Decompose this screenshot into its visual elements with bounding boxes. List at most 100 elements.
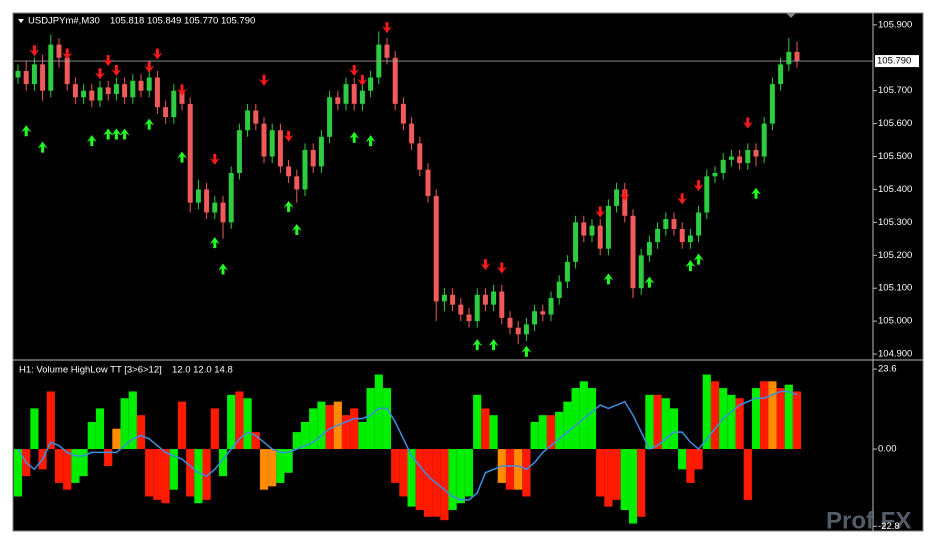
down-arrow <box>283 130 294 142</box>
dropdown-icon[interactable] <box>18 19 24 23</box>
histogram-bar <box>464 449 474 497</box>
candle-body <box>720 159 726 173</box>
histogram-bar <box>235 391 244 450</box>
histogram-bar <box>702 374 711 450</box>
histogram-bar <box>169 449 178 490</box>
histogram-bar <box>259 449 269 490</box>
up-arrow <box>37 141 48 153</box>
histogram-bar <box>276 449 285 483</box>
up-arrow <box>488 339 499 351</box>
histogram-bar <box>341 415 351 450</box>
candle-body <box>769 84 775 124</box>
candle-body <box>277 130 283 167</box>
up-arrow <box>291 223 302 235</box>
candle-body <box>458 304 464 315</box>
candle-body <box>122 84 128 98</box>
histogram-bar <box>46 391 55 450</box>
down-arrow <box>693 180 704 192</box>
candle-body <box>474 294 480 322</box>
histogram-bar <box>325 405 334 450</box>
candle-body <box>212 202 218 213</box>
histogram-bar <box>95 408 105 450</box>
histogram-bar <box>628 449 638 524</box>
candle-body <box>548 298 554 315</box>
histogram-bar <box>579 381 588 450</box>
histogram-bar <box>604 449 613 507</box>
y-tick-label: 105.200 <box>878 250 912 261</box>
histogram-bar <box>382 388 392 450</box>
candle-body <box>15 70 21 78</box>
histogram-bar <box>112 428 121 450</box>
candle-body <box>179 90 185 104</box>
histogram-bar <box>399 449 408 497</box>
candle-body <box>728 156 734 160</box>
candle-body <box>696 212 702 236</box>
up-arrow <box>177 151 187 163</box>
histogram-bar <box>563 401 572 450</box>
candle-body <box>605 205 611 249</box>
histogram-bar <box>54 449 64 483</box>
candle-body <box>146 77 152 91</box>
histogram-bar <box>202 449 211 500</box>
candle-body <box>138 80 144 91</box>
candle-body <box>441 294 447 302</box>
y-tick-label: 105.900 <box>878 19 912 30</box>
candle-body <box>72 84 78 98</box>
histogram-bar <box>300 421 310 450</box>
candle-body <box>97 87 103 101</box>
down-arrow <box>209 153 220 165</box>
candle-body <box>368 77 374 91</box>
candle-body <box>384 44 390 58</box>
histogram-bar <box>292 432 301 450</box>
symbol-title: USDJPYm#,M30 <box>28 16 100 27</box>
histogram-bar <box>571 388 580 450</box>
down-arrow <box>742 117 753 129</box>
candle-body <box>220 202 226 223</box>
candle-body <box>113 84 119 94</box>
histogram-bar <box>251 432 260 450</box>
histogram-bar <box>596 449 605 497</box>
histogram-bar <box>792 391 802 450</box>
up-arrow <box>603 273 614 285</box>
histogram-bar <box>358 421 367 450</box>
histogram-bar <box>727 394 736 450</box>
histogram-bar <box>153 449 162 500</box>
histogram-bar <box>128 391 137 450</box>
candle-body <box>556 281 562 299</box>
histogram-bar <box>587 388 597 450</box>
candle-body <box>56 44 62 58</box>
histogram-bar <box>735 398 744 450</box>
histogram-bar <box>391 449 400 483</box>
up-arrow <box>119 128 130 140</box>
histogram-bar <box>661 398 670 450</box>
histogram-bar <box>161 449 170 504</box>
candle-body <box>540 311 546 315</box>
histogram-bar <box>210 408 219 450</box>
y-tick-label: 105.400 <box>878 184 912 195</box>
candle-body <box>573 222 579 262</box>
candle-body <box>187 103 193 203</box>
candle-body <box>64 57 70 85</box>
histogram-bar <box>268 449 277 487</box>
candle-body <box>310 149 316 167</box>
candle-body <box>40 64 46 91</box>
histogram-bar <box>366 388 375 450</box>
candle-body <box>81 90 87 98</box>
indicator-title: H1: Volume HighLow TT [3>6>12] <box>19 365 162 376</box>
candle-body <box>417 143 423 170</box>
histogram-bar <box>104 449 113 466</box>
histogram-bar <box>669 408 679 450</box>
histogram-bar <box>514 449 523 490</box>
candle-body <box>704 176 710 213</box>
candle-body <box>433 196 439 302</box>
up-arrow <box>111 128 122 140</box>
histogram-bar <box>407 449 416 507</box>
up-arrow <box>86 135 97 147</box>
candle-body <box>614 189 620 206</box>
ohlc-readout: 105.818 105.849 105.770 105.790 <box>110 16 255 27</box>
candle-body <box>204 189 210 213</box>
candle-body <box>671 219 677 229</box>
down-arrow <box>103 55 114 67</box>
current-price-box <box>875 55 919 68</box>
